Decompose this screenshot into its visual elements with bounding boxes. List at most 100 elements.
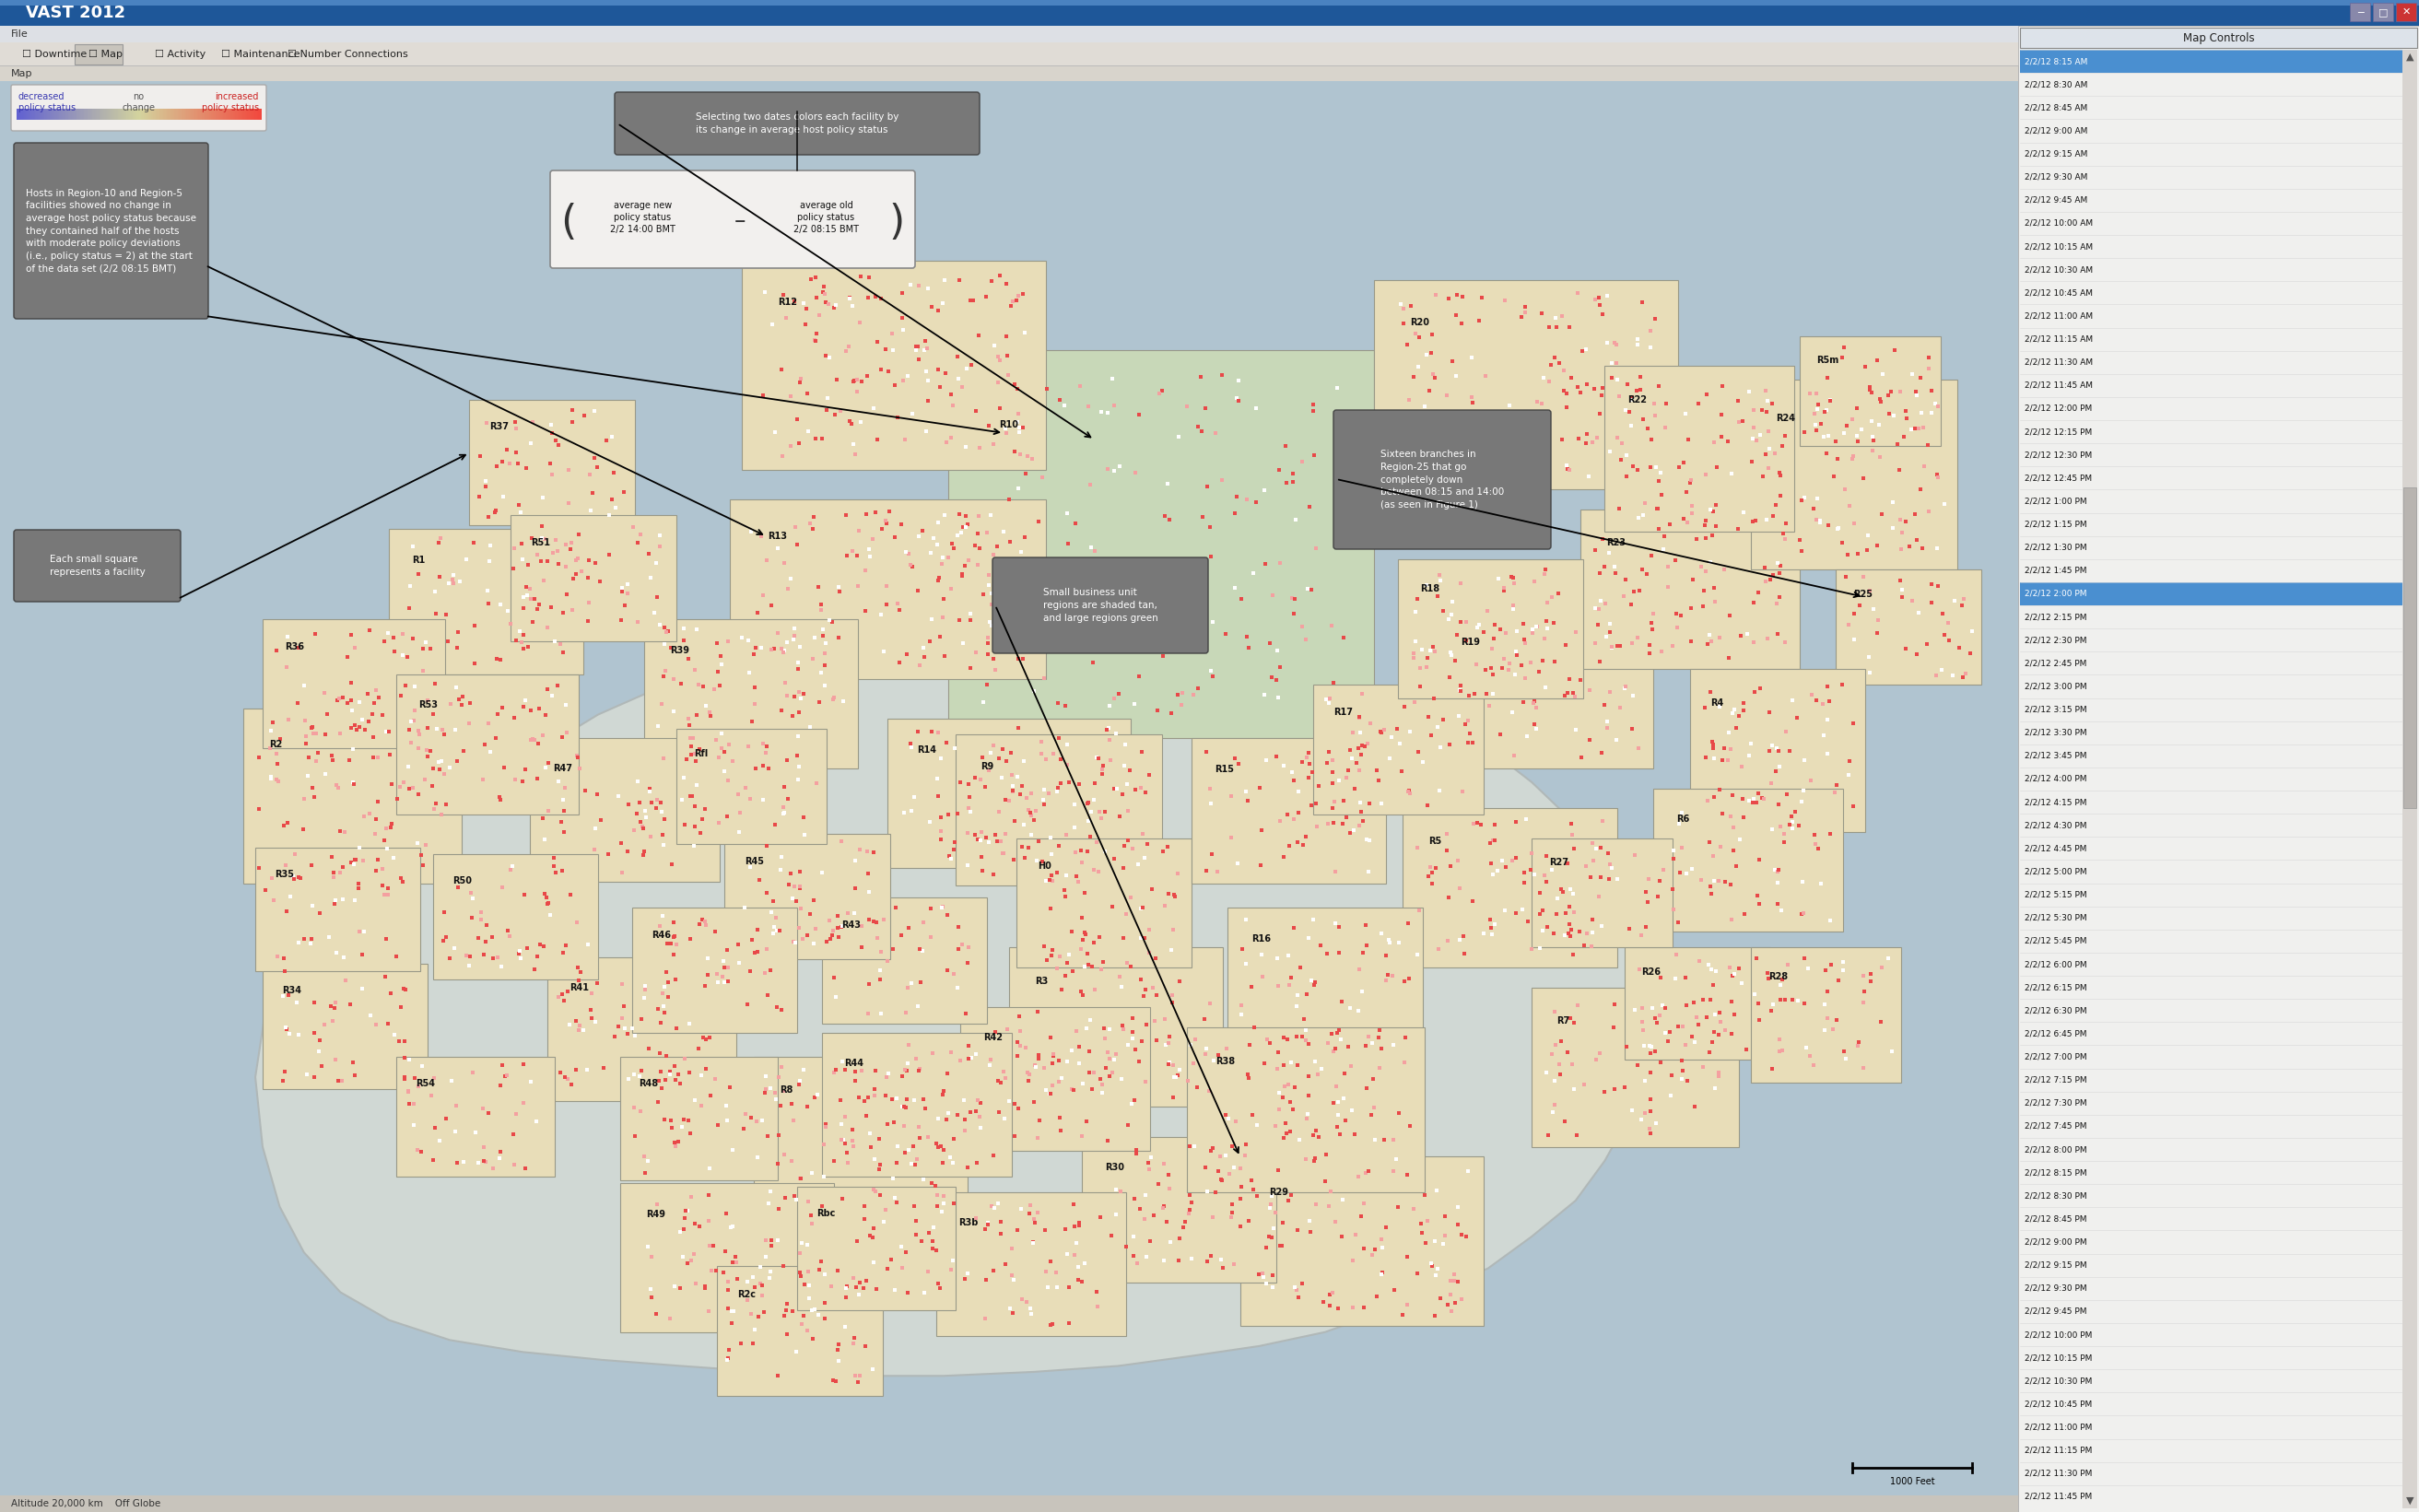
Text: R18: R18 [1420, 584, 1439, 594]
Text: R6: R6 [1676, 813, 1688, 823]
Bar [2020, 883, 2402, 906]
Text: 2/2/12 10:45 AM: 2/2/12 10:45 AM [2025, 289, 2092, 296]
Bar [2020, 513, 2402, 535]
Text: □: □ [2378, 8, 2388, 17]
Text: R8: R8 [779, 1086, 793, 1095]
Bar [2020, 328, 2402, 351]
Bar [822, 898, 987, 1024]
Text: R48: R48 [639, 1080, 658, 1089]
FancyBboxPatch shape [15, 529, 181, 602]
Bar [2373, 3, 2392, 21]
Bar [2020, 1276, 2402, 1300]
Bar [2020, 467, 2402, 490]
FancyBboxPatch shape [614, 92, 980, 154]
Bar [547, 957, 738, 1101]
Bar [960, 1007, 1149, 1151]
Text: R16: R16 [1251, 934, 1270, 943]
Bar [675, 729, 827, 844]
Text: 2/2/12 11:45 PM: 2/2/12 11:45 PM [2025, 1492, 2092, 1501]
Bar [2020, 234, 2402, 259]
Text: 2/2/12 12:30 PM: 2/2/12 12:30 PM [2025, 451, 2092, 460]
FancyBboxPatch shape [992, 558, 1207, 653]
Bar [2020, 97, 2402, 119]
Text: Map: Map [12, 70, 34, 79]
FancyBboxPatch shape [1333, 410, 1551, 549]
Text: 2/2/12 5:15 PM: 2/2/12 5:15 PM [2025, 891, 2088, 900]
Text: ☐ Activity: ☐ Activity [155, 50, 206, 59]
Text: Each small square
represents a facility: Each small square represents a facility [48, 555, 145, 576]
Text: ): ) [890, 203, 905, 243]
Bar [2020, 1022, 2402, 1045]
Bar [718, 1267, 883, 1396]
Bar [0, 26, 2419, 42]
Text: 2/2/12 9:15 PM: 2/2/12 9:15 PM [2025, 1261, 2088, 1270]
Bar [1655, 788, 1843, 931]
Bar [1016, 838, 1193, 968]
Text: R47: R47 [554, 764, 573, 774]
Bar [2020, 559, 2402, 582]
Text: Rbc: Rbc [818, 1210, 835, 1219]
Text: Small business unit
regions are shaded tan,
and large regions green: Small business unit regions are shaded t… [1043, 588, 1159, 623]
Bar [822, 1033, 1011, 1176]
Bar [2020, 1323, 2402, 1346]
Text: R10: R10 [999, 420, 1018, 429]
Bar [397, 1057, 554, 1176]
Bar [2020, 860, 2402, 883]
Text: 2/2/12 9:45 PM: 2/2/12 9:45 PM [2025, 1308, 2088, 1315]
Bar [1081, 1137, 1277, 1282]
Bar [2020, 721, 2402, 744]
Text: 2/2/12 10:45 PM: 2/2/12 10:45 PM [2025, 1400, 2092, 1408]
Bar [1623, 948, 1771, 1060]
Text: 2/2/12 4:45 PM: 2/2/12 4:45 PM [2025, 844, 2088, 853]
Text: (: ( [561, 203, 576, 243]
Text: R29: R29 [1270, 1187, 1289, 1196]
Text: R46: R46 [653, 930, 672, 939]
Text: 2/2/12 10:15 AM: 2/2/12 10:15 AM [2025, 242, 2092, 251]
Bar [0, 1495, 2017, 1512]
Text: R22: R22 [1628, 396, 1647, 405]
Bar [2020, 443, 2402, 467]
Text: R24: R24 [1776, 414, 1795, 423]
Bar [619, 1182, 835, 1332]
Text: R23: R23 [1606, 538, 1626, 547]
Bar [0, 67, 2017, 82]
Text: 2/2/12 5:45 PM: 2/2/12 5:45 PM [2025, 937, 2088, 945]
Bar [2020, 1346, 2402, 1370]
Text: R4: R4 [1710, 699, 1725, 708]
Bar [643, 618, 859, 768]
Text: R38: R38 [1214, 1057, 1234, 1066]
Bar [1229, 907, 1422, 1054]
Text: R51: R51 [530, 538, 549, 547]
Bar [2020, 50, 2402, 73]
Bar [936, 1193, 1125, 1337]
Bar [0, 82, 2017, 1495]
Text: R36: R36 [285, 643, 305, 652]
Text: 2/2/12 4:00 PM: 2/2/12 4:00 PM [2025, 774, 2088, 783]
Bar [2020, 1069, 2402, 1092]
Text: R41: R41 [571, 983, 590, 992]
Text: R15: R15 [1214, 765, 1234, 774]
Text: 2/2/12 4:30 PM: 2/2/12 4:30 PM [2025, 821, 2088, 830]
Bar [264, 963, 428, 1089]
Bar [2020, 535, 2402, 559]
Text: no
change: no change [121, 92, 155, 112]
Text: 2/2/12 5:30 PM: 2/2/12 5:30 PM [2025, 913, 2088, 922]
Text: R34: R34 [283, 986, 302, 995]
Text: ☐ Number Connections: ☐ Number Connections [288, 50, 409, 59]
Bar [2020, 674, 2402, 699]
Text: VAST 2012: VAST 2012 [27, 5, 126, 21]
Bar [2402, 50, 2417, 1509]
Text: R19: R19 [1461, 638, 1480, 647]
Bar [2020, 813, 2402, 838]
Bar [433, 854, 597, 980]
Text: R2c: R2c [738, 1290, 755, 1299]
Text: Rfl: Rfl [694, 750, 709, 759]
Text: R7: R7 [1558, 1016, 1570, 1025]
Text: 2/2/12 11:00 AM: 2/2/12 11:00 AM [2025, 311, 2092, 321]
Bar [2020, 629, 2402, 652]
Text: ☐ Maintenance: ☐ Maintenance [220, 50, 300, 59]
Text: R5m: R5m [1817, 355, 1838, 364]
Bar [2349, 3, 2371, 21]
Bar [1751, 948, 1901, 1083]
Bar [2020, 119, 2402, 142]
